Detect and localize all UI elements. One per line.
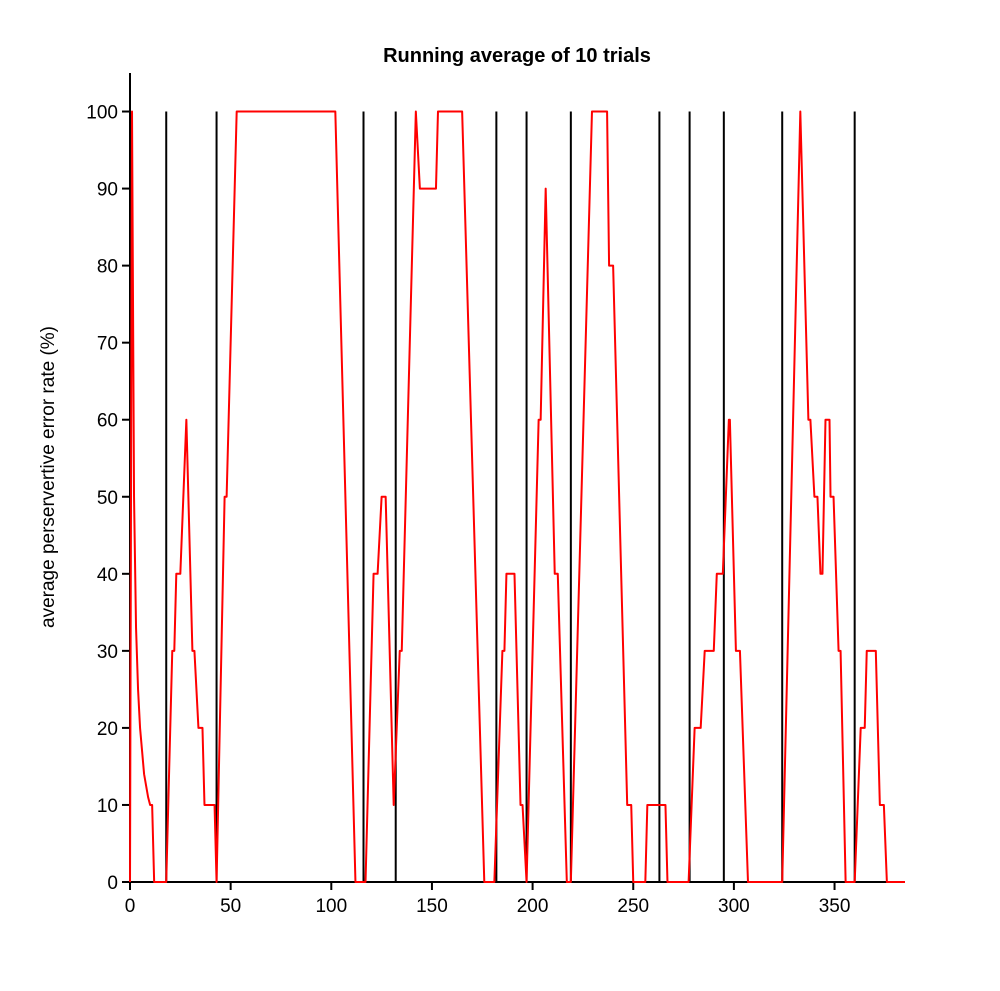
x-tick-label: 350 (819, 896, 851, 917)
y-axis-label: average perservertive error rate (%) (38, 326, 59, 628)
y-tick-label: 90 (97, 180, 118, 201)
y-tick-label: 70 (97, 334, 118, 355)
y-tick-label: 100 (86, 103, 118, 124)
y-tick-label: 40 (97, 565, 118, 586)
error-rate-line (129, 110, 905, 883)
x-tick-label: 0 (125, 896, 136, 917)
x-tick-label: 250 (617, 896, 649, 917)
y-tick-label: 10 (97, 796, 118, 817)
chart-title: Running average of 10 trials (383, 45, 651, 67)
y-tick-label: 30 (97, 642, 118, 663)
x-tick-label: 100 (315, 896, 347, 917)
y-tick-label: 60 (97, 411, 118, 432)
x-tick-label: 50 (220, 896, 241, 917)
y-tick-label: 0 (107, 873, 118, 894)
x-tick-label: 300 (718, 896, 750, 917)
y-tick-label: 50 (97, 488, 118, 509)
x-tick-label: 200 (517, 896, 549, 917)
y-tick-label: 80 (97, 257, 118, 278)
x-tick-label: 150 (416, 896, 448, 917)
y-tick-label: 20 (97, 719, 118, 740)
